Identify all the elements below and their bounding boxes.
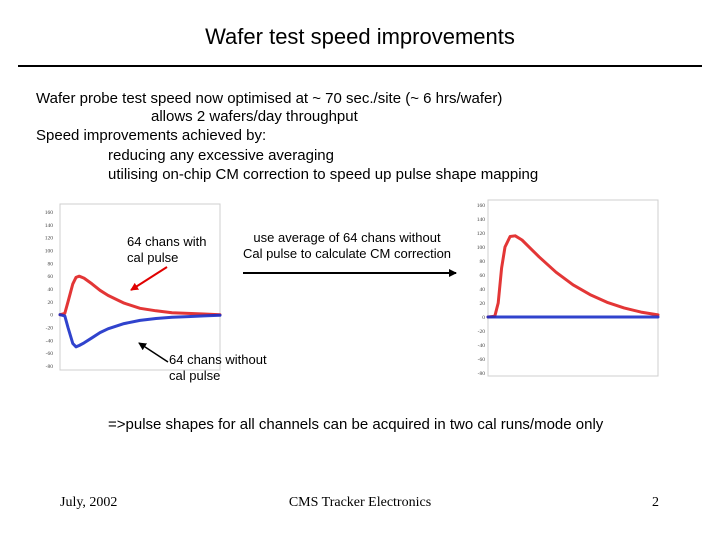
sub-bullet-cm-correction: utilising on-chip CM correction to speed…	[108, 166, 539, 183]
y-tick-label: 0	[482, 315, 485, 321]
label-line: use average of 64 chans without	[253, 230, 441, 245]
y-tick-label: 20	[48, 300, 54, 306]
y-tick-label: 160	[477, 203, 486, 209]
y-tick-label: 60	[480, 273, 486, 279]
label-line: cal pulse	[169, 368, 221, 383]
series-line	[58, 274, 222, 317]
title-divider	[18, 65, 702, 67]
label-line: 64 chans without	[169, 352, 267, 367]
pulse-shape-chart-cm-corrected: 160 140 120 100 80 60 40 20 0 -20 -40 -60 -80	[477, 199, 660, 377]
y-tick-label: -40	[46, 338, 54, 344]
y-tick-label: 140	[45, 223, 54, 229]
chart-frame	[487, 199, 659, 377]
label-line: Cal pulse to calculate CM correction	[242, 246, 452, 261]
y-tick-label: 120	[477, 231, 486, 237]
y-tick-label: 40	[48, 287, 54, 293]
y-tick-label: -80	[46, 364, 54, 370]
pulse-shape-chart-raw: 160 140 120 100 80 60 40 20 0 -20 -40 -60 -80	[45, 203, 222, 371]
label-with-cal-pulse: 64 chans with cal pulse	[127, 234, 207, 266]
footer-date: July, 2002	[60, 495, 118, 510]
conclusion-text: =>pulse shapes for all channels can be a…	[108, 416, 604, 433]
y-tick-label: -60	[46, 351, 54, 357]
y-tick-label: 140	[477, 217, 486, 223]
label-line: cal pulse	[127, 250, 179, 265]
y-tick-label: -40	[478, 343, 486, 349]
arrow-to-without-cal-trace	[138, 342, 169, 363]
y-tick-label: 40	[480, 287, 486, 293]
y-tick-label: 120	[45, 236, 54, 242]
sub-bullet-averaging: reducing any excessive averaging	[108, 147, 334, 164]
y-tick-label: 160	[45, 210, 54, 216]
arrow-to-with-cal-trace	[130, 266, 168, 291]
y-tick-label: -60	[478, 357, 486, 363]
bullet-probe-speed: Wafer probe test speed now optimised at …	[36, 90, 503, 107]
label-line: 64 chans with	[127, 234, 207, 249]
chart-frame	[59, 203, 221, 371]
y-tick-label: 80	[480, 259, 486, 265]
y-tick-label: 100	[477, 245, 486, 251]
y-tick-label: -20	[478, 329, 486, 335]
slide-title: Wafer test speed improvements	[205, 24, 515, 49]
y-tick-label: 100	[45, 249, 54, 255]
series-line	[58, 313, 222, 349]
label-without-cal-pulse: 64 chans without cal pulse	[169, 352, 267, 384]
series-line	[486, 234, 660, 319]
y-tick-label: 0	[50, 313, 53, 319]
y-tick-label: 20	[480, 301, 486, 307]
label-cm-correction: use average of 64 chans without Cal puls…	[233, 230, 461, 262]
sub-bullet-throughput: allows 2 wafers/day throughput	[151, 108, 358, 125]
footer-title: CMS Tracker Electronics	[288, 495, 432, 510]
y-tick-label: -80	[478, 371, 486, 377]
y-tick-label: 60	[48, 274, 54, 280]
y-tick-label: 80	[48, 261, 54, 267]
y-tick-label: -20	[46, 326, 54, 332]
bullet-improvements: Speed improvements achieved by:	[36, 127, 267, 144]
footer-page-number: 2	[652, 495, 659, 510]
